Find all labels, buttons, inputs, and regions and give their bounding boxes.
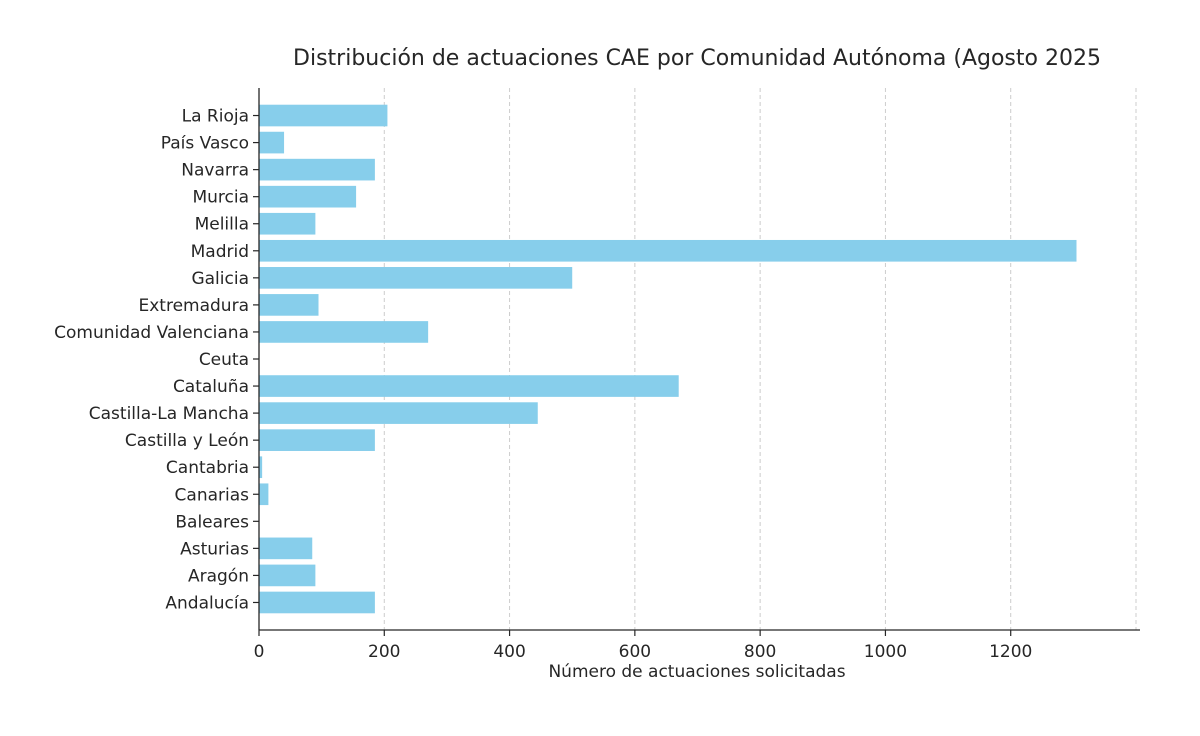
chart-title: Distribución de actuaciones CAE por Comu…: [293, 46, 1101, 71]
x-tick-label: 800: [744, 642, 776, 662]
y-tick-label: La Rioja: [182, 107, 249, 127]
y-tick-label: Galicia: [191, 269, 249, 289]
bar: [259, 564, 316, 587]
x-tick-label: 1200: [989, 642, 1032, 662]
bar: [259, 429, 375, 451]
x-axis-label: Número de actuaciones solicitadas: [548, 662, 846, 682]
y-tick-label: País Vasco: [161, 134, 249, 154]
y-tick-label: Asturias: [180, 539, 249, 559]
x-tick-label: 200: [368, 642, 400, 662]
bar: [259, 212, 316, 235]
bar: [259, 294, 319, 316]
bar: [259, 267, 573, 289]
x-tick-label: 1000: [864, 642, 907, 662]
y-tick-label: Aragón: [188, 566, 249, 586]
y-tick-label: Madrid: [191, 242, 249, 262]
bar: [259, 321, 429, 343]
y-tick-label: Comunidad Valenciana: [54, 323, 249, 343]
y-tick-label: Cataluña: [173, 377, 249, 397]
bar: [259, 375, 679, 397]
bar: [259, 591, 375, 614]
bar: [259, 104, 388, 127]
bar: [259, 158, 375, 181]
bar: [259, 131, 285, 154]
y-tick-label: Navarra: [181, 161, 249, 181]
y-tick-label: Baleares: [175, 512, 249, 532]
y-tick-label: Andalucía: [165, 593, 249, 613]
y-tick-label: Ceuta: [199, 350, 249, 370]
y-tick-label: Extremadura: [139, 296, 250, 316]
bar: [259, 402, 538, 424]
bar: [259, 185, 357, 208]
x-tick-label: 400: [493, 642, 525, 662]
y-tick-label: Castilla y León: [125, 431, 249, 451]
bar: [259, 537, 313, 560]
y-tick-label: Murcia: [192, 188, 249, 208]
y-tick-label: Cantabria: [166, 458, 249, 478]
bar: [259, 483, 269, 506]
bar: [259, 456, 263, 479]
x-tick-label: 0: [254, 642, 265, 662]
y-tick-label: Canarias: [175, 485, 250, 505]
x-tick-label: 600: [619, 642, 651, 662]
y-tick-label: Castilla-La Mancha: [89, 404, 249, 424]
y-tick-label: Melilla: [195, 215, 249, 235]
bar: [259, 239, 1077, 262]
